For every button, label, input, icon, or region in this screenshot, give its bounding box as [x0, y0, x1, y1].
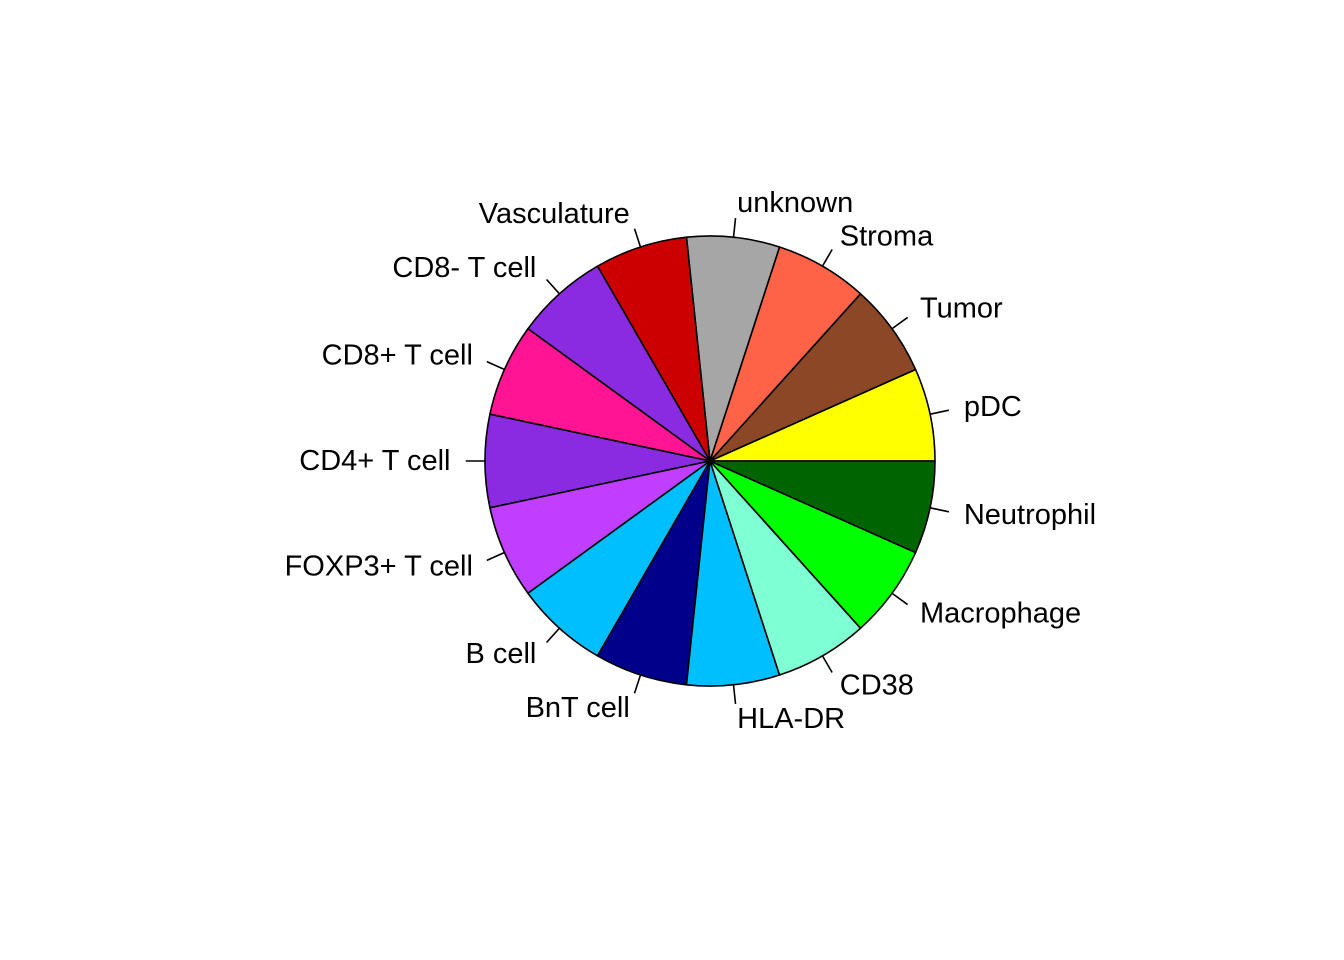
pie-label-tick — [486, 551, 505, 562]
pie-label-tick — [891, 592, 909, 606]
pie-label-tick — [732, 684, 737, 704]
pie-label-tick — [929, 409, 950, 416]
pie-label-tick — [821, 655, 833, 673]
pie-slice-label: HLA-DR — [737, 703, 845, 735]
pie-slice-label: CD8+ T cell — [322, 339, 473, 371]
pie-label-tick — [486, 360, 505, 371]
pie-slice-label: CD4+ T cell — [299, 445, 450, 477]
pie-label-tick — [732, 218, 737, 238]
pie-slice-label: Macrophage — [920, 598, 1081, 630]
pie-slice-label: unknown — [737, 187, 853, 219]
pie-slice-label: CD8- T cell — [392, 252, 536, 284]
pie-slice-label: FOXP3+ T cell — [285, 551, 473, 583]
pie-slice-label: B cell — [465, 638, 536, 670]
pie-label-tick — [891, 316, 909, 330]
pie-slice-label: Neutrophil — [964, 499, 1096, 531]
pie-slice-label: Stroma — [840, 220, 934, 252]
pie-slice-label: Tumor — [920, 292, 1003, 324]
pie-label-tick — [633, 674, 642, 694]
pie-label-tick — [545, 278, 561, 295]
pie-slice-label: CD38 — [840, 670, 914, 702]
pie-label-tick — [821, 249, 833, 267]
pie-label-tick — [929, 506, 950, 513]
pie-label-tick — [545, 627, 561, 644]
pie-label-tick — [633, 228, 642, 248]
pie-slice-label: pDC — [964, 391, 1022, 423]
pie-slice-label: BnT cell — [526, 692, 630, 724]
pie-slice-label: Vasculature — [479, 198, 630, 230]
pie-slices — [484, 235, 936, 687]
